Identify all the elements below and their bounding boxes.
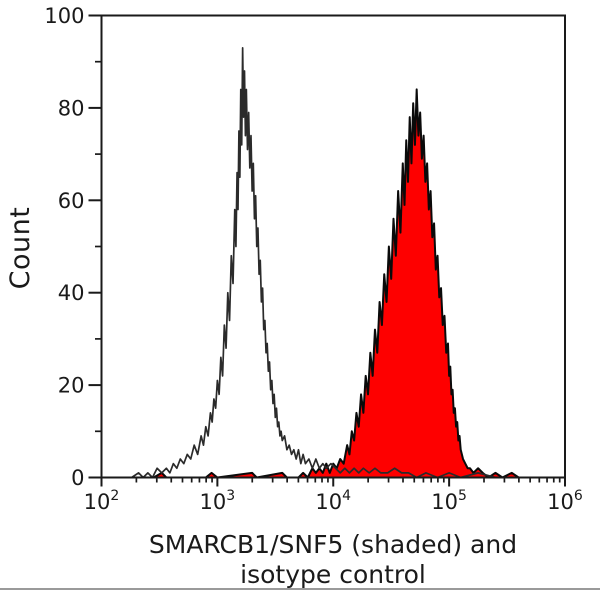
y-tick-label: 60 [58,189,85,213]
y-tick-label: 20 [58,374,85,398]
y-tick-label: 80 [58,96,85,120]
y-tick-label: 100 [44,4,84,28]
y-axis-title: Count [5,206,36,290]
plot-frame [100,14,566,479]
smarcb1-snf5-shaded-curve [152,88,555,479]
x-tick-label: 106 [547,488,583,514]
x-tick-label: 105 [431,488,467,514]
y-tick-label: 40 [58,281,85,305]
bottom-divider [0,588,600,590]
x-tick-label: 102 [84,488,120,514]
x-axis-title-line-2: isotype control [240,560,426,589]
x-tick-label: 104 [315,488,351,514]
isotype-control-curve [103,46,563,479]
x-axis-title: SMARCB1/SNF5 (shaded) and isotype contro… [101,530,565,590]
x-tick-label: 103 [200,488,236,514]
x-axis-title-line-1: SMARCB1/SNF5 (shaded) and [148,530,518,559]
y-tick-label: 0 [71,466,84,490]
